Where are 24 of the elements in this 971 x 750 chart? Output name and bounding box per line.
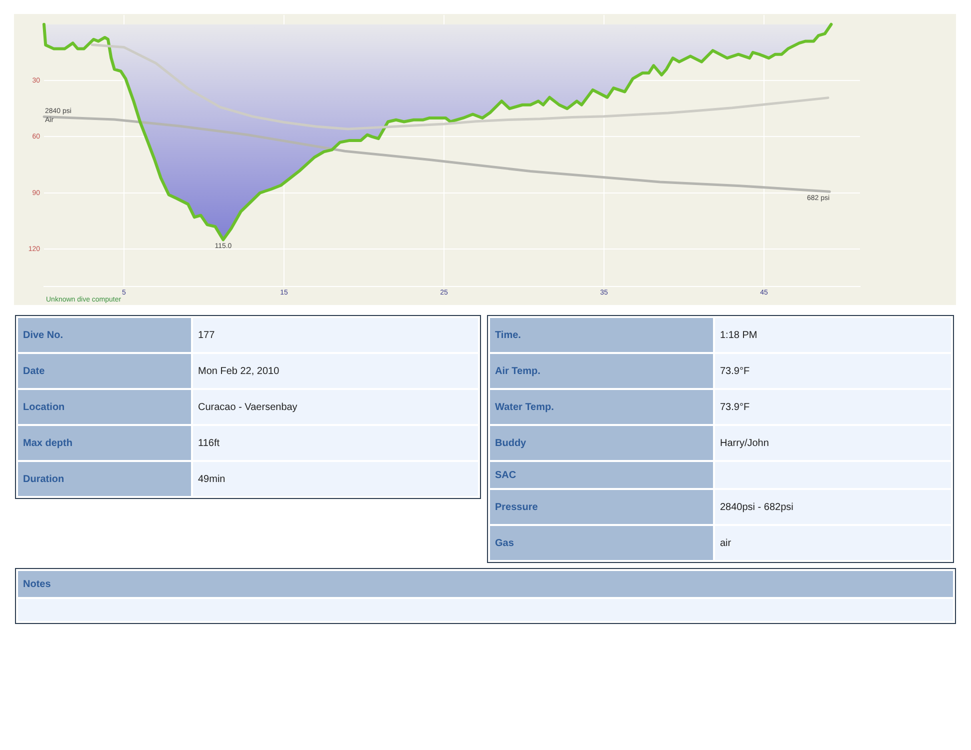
text: 2840psi - 682psi (720, 502, 794, 512)
text: 73.9°F (720, 366, 750, 376)
category-label: Gas (490, 526, 713, 560)
category-label: Time. (490, 318, 713, 352)
text: Notes (18, 571, 953, 597)
category-label: Max depth (18, 426, 191, 460)
text: 116ft (198, 438, 220, 448)
text: 1:18 PM (720, 330, 758, 340)
text: Harry/John (720, 438, 769, 448)
category-label: Date (18, 354, 191, 388)
text: Mon Feb 22, 2010 (198, 366, 280, 376)
text: air (720, 538, 732, 548)
category-label: Buddy (490, 426, 713, 460)
text: 49min (198, 474, 226, 484)
category-label: Air Temp. (490, 354, 713, 388)
category-label: Duration (18, 462, 191, 496)
text: 73.9°F (720, 402, 750, 412)
category-label: Location (18, 390, 191, 424)
category-label: Water Temp. (490, 390, 713, 424)
category-label: Dive No. (18, 318, 191, 352)
category-label: Pressure (490, 490, 713, 524)
text: 177 (198, 330, 215, 340)
text: Curacao - Vaersenbay (198, 402, 298, 412)
category-label: SAC (490, 462, 713, 488)
